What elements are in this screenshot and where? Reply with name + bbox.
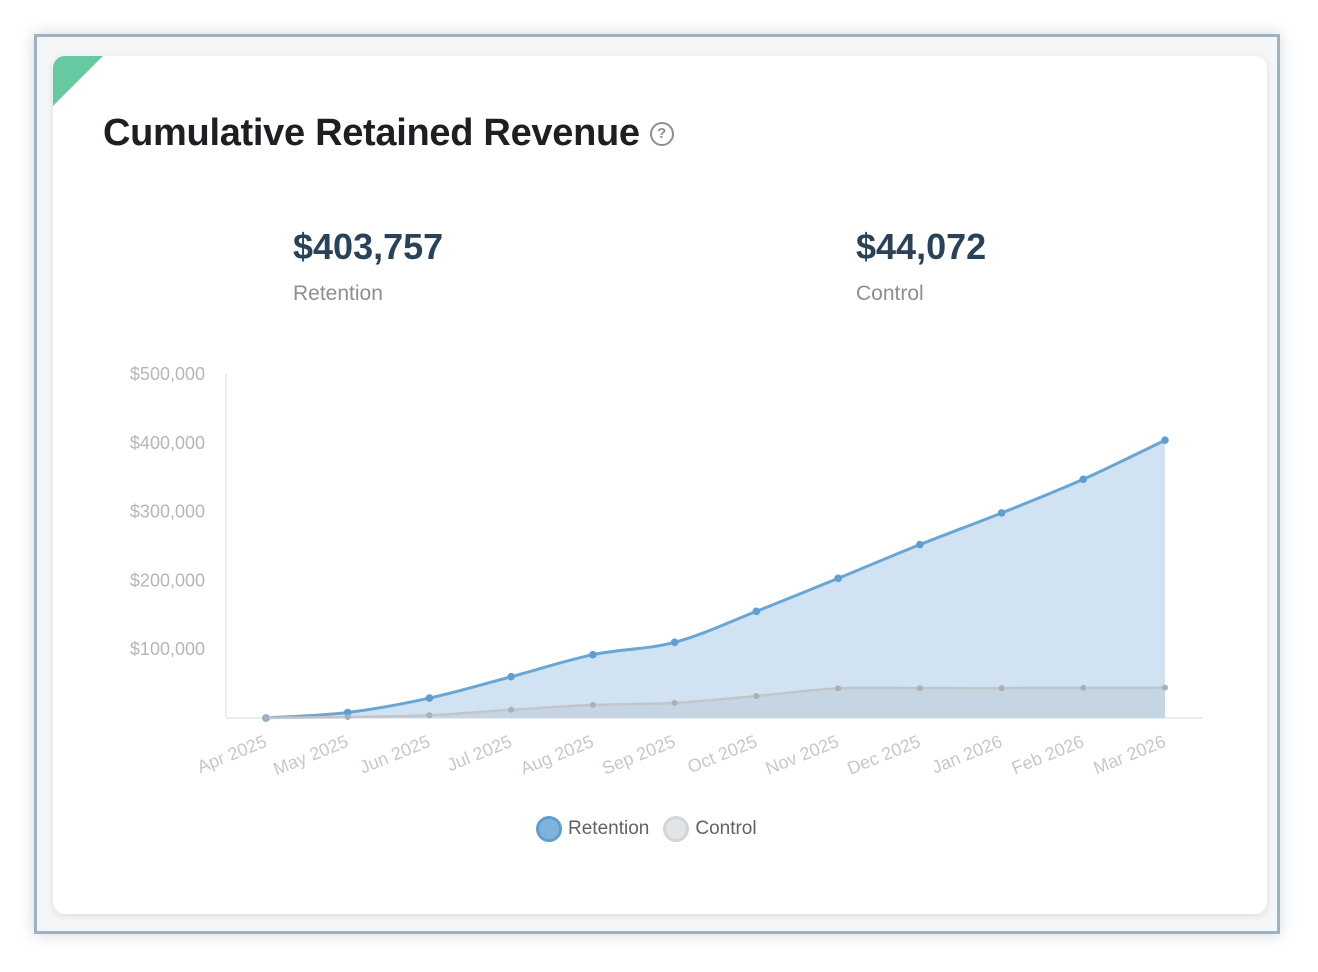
data-point-control bbox=[998, 685, 1005, 692]
data-point-control bbox=[753, 692, 760, 699]
data-point-retention bbox=[670, 638, 679, 647]
data-point-retention bbox=[589, 650, 597, 659]
data-point-control bbox=[1162, 684, 1168, 691]
x-tick-label: Jun 2025 bbox=[357, 731, 433, 777]
accent-corner bbox=[53, 56, 103, 106]
y-tick-label: $400,000 bbox=[130, 433, 205, 453]
y-tick-label: $100,000 bbox=[130, 639, 205, 659]
data-point-control bbox=[263, 715, 269, 721]
data-point-retention bbox=[916, 540, 924, 549]
y-tick-label: $500,000 bbox=[130, 364, 205, 384]
help-circle-icon[interactable]: ? bbox=[649, 121, 674, 146]
data-point-retention bbox=[343, 708, 352, 717]
data-point-retention bbox=[425, 694, 434, 702]
legend-swatch-retention bbox=[536, 816, 562, 842]
stat-control: $44,072 Control bbox=[856, 226, 986, 306]
data-point-retention bbox=[752, 607, 761, 616]
stat-retention-label: Retention bbox=[293, 282, 383, 305]
data-point-control bbox=[508, 706, 515, 713]
data-point-retention bbox=[1079, 475, 1088, 484]
y-tick-label: $200,000 bbox=[130, 570, 205, 590]
data-point-control bbox=[589, 701, 596, 708]
x-tick-label: Feb 2026 bbox=[1009, 731, 1087, 778]
data-point-control bbox=[426, 712, 433, 719]
title-row: Cumulative Retained Revenue ? bbox=[103, 112, 674, 155]
data-point-retention bbox=[834, 574, 842, 583]
data-point-control bbox=[916, 685, 923, 692]
series-line-control bbox=[265, 686, 1166, 720]
x-tick-label: Dec 2025 bbox=[844, 731, 923, 778]
legend-label-retention: Retention bbox=[568, 818, 650, 839]
legend-swatch-control bbox=[663, 816, 690, 842]
x-tick-label: Sep 2025 bbox=[599, 731, 678, 778]
data-point-retention bbox=[997, 509, 1006, 517]
legend-item-control[interactable]: Control bbox=[663, 816, 757, 842]
stat-control-label: Control bbox=[856, 282, 924, 305]
legend-label-control: Control bbox=[695, 818, 757, 839]
chart-card: Cumulative Retained Revenue ? $403,757 R… bbox=[53, 56, 1267, 914]
series-line-retention bbox=[265, 438, 1166, 720]
x-tick-label: Jul 2025 bbox=[444, 731, 515, 775]
area-fill-control bbox=[266, 687, 1165, 718]
stat-control-value: $44,072 bbox=[856, 226, 987, 267]
x-tick-label: Jan 2026 bbox=[929, 731, 1005, 777]
x-tick-label: May 2025 bbox=[270, 731, 351, 779]
y-tick-label: $300,000 bbox=[130, 502, 205, 522]
card-title: Cumulative Retained Revenue bbox=[103, 112, 640, 154]
data-point-control bbox=[344, 713, 351, 720]
data-point-retention bbox=[507, 672, 515, 681]
x-tick-label: Apr 2025 bbox=[194, 731, 269, 777]
stat-retention-value: $403,757 bbox=[293, 226, 444, 267]
area-fill-retention bbox=[266, 440, 1165, 718]
x-tick-label: Aug 2025 bbox=[517, 731, 596, 778]
stat-retention: $403,757 Retention bbox=[293, 226, 443, 306]
data-point-retention bbox=[1161, 436, 1169, 445]
x-tick-label: Oct 2025 bbox=[685, 731, 760, 777]
legend-item-retention[interactable]: Retention bbox=[536, 816, 649, 842]
data-point-control bbox=[671, 699, 678, 706]
data-point-control bbox=[835, 685, 842, 692]
x-tick-label: Nov 2025 bbox=[763, 731, 842, 778]
data-point-control bbox=[1080, 684, 1087, 691]
x-tick-label: Mar 2026 bbox=[1090, 731, 1168, 778]
area-chart: $500,000 $400,000 $300,000 $200,000 $100,000… bbox=[130, 364, 1203, 779]
chart-legend: Retention Control bbox=[536, 816, 757, 842]
